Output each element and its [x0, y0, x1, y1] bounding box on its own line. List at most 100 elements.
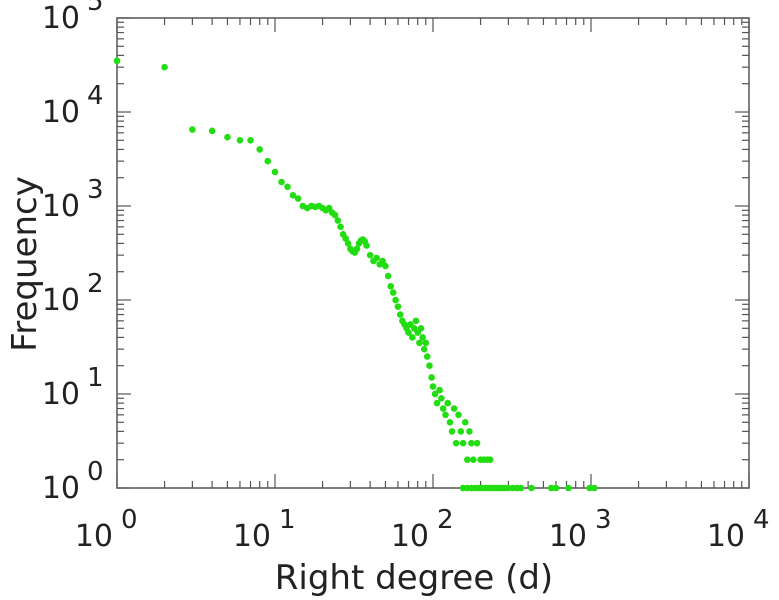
data-point	[459, 439, 467, 447]
data-point	[294, 195, 302, 202]
data-point	[405, 329, 412, 336]
y-tick-label-exponent: 1	[87, 363, 104, 393]
data-point	[224, 133, 231, 141]
y-tick-label-base: 10	[42, 1, 80, 36]
data-point	[586, 484, 593, 492]
data-point	[392, 296, 399, 304]
y-tick-label-exponent: 3	[87, 175, 104, 205]
x-tick-label-exponent: 3	[595, 505, 612, 535]
data-point	[433, 399, 441, 407]
x-tick-label-exponent: 1	[279, 505, 296, 535]
x-tick-label-base: 10	[549, 519, 587, 554]
data-point	[450, 405, 458, 412]
data-point	[284, 183, 291, 191]
data-point	[423, 353, 431, 360]
data-point	[446, 418, 454, 426]
data-point	[247, 136, 254, 144]
data-point	[396, 311, 404, 318]
data-point	[444, 399, 452, 407]
data-point	[428, 374, 435, 381]
data-point	[461, 418, 469, 426]
data-point	[457, 428, 465, 435]
data-point	[189, 126, 196, 133]
data-point	[387, 282, 395, 290]
y-tick-label-exponent: 4	[87, 81, 104, 111]
data-point	[353, 245, 361, 253]
data-point	[409, 334, 416, 341]
data-point	[547, 484, 555, 492]
data-point	[417, 324, 425, 332]
y-axis-label: Frequency	[5, 176, 45, 352]
data-point	[452, 439, 460, 447]
data-point	[416, 339, 423, 347]
y-tick-label-base: 10	[42, 189, 80, 224]
data-point	[439, 405, 447, 412]
x-tick-label-exponent: 4	[753, 505, 770, 535]
y-tick-label-base: 10	[42, 95, 80, 130]
y-tick-label-base: 10	[42, 283, 80, 318]
data-point	[113, 57, 121, 65]
y-tick-label-exponent: 2	[87, 269, 104, 299]
data-point	[412, 317, 420, 325]
data-point	[591, 484, 598, 492]
data-point	[161, 63, 168, 71]
data-point	[382, 262, 389, 270]
data-point	[431, 390, 439, 398]
axis-ticks	[116, 17, 750, 489]
x-tick-label-base: 10	[391, 519, 429, 554]
data-point	[438, 395, 445, 402]
data-point	[256, 146, 263, 153]
data-point	[565, 484, 572, 492]
data-point	[208, 127, 216, 135]
data-point	[464, 456, 471, 464]
data-point	[394, 303, 402, 310]
data-point	[334, 217, 342, 224]
data-point	[473, 439, 481, 447]
data-point	[384, 272, 392, 280]
data-point	[442, 411, 449, 419]
data-point	[344, 240, 352, 247]
data-point	[466, 428, 473, 435]
data-point	[278, 178, 285, 186]
data-point	[448, 428, 456, 435]
data-point	[486, 456, 494, 464]
x-tick-labels: 10 0 10 1 10 2 10 3 10 4	[75, 505, 770, 554]
x-tick-label-base: 10	[75, 519, 113, 554]
data-point	[366, 251, 374, 259]
x-axis-label: Right degree (d)	[275, 558, 553, 598]
y-tick-label-base: 10	[42, 377, 80, 412]
data-point	[552, 484, 560, 492]
data-point	[337, 223, 344, 231]
data-point	[264, 157, 272, 165]
data-point	[422, 339, 430, 347]
data-point	[528, 484, 535, 492]
x-tick-label-base: 10	[233, 519, 271, 554]
data-points	[113, 57, 598, 492]
data-point	[236, 136, 244, 144]
data-point	[436, 386, 443, 394]
data-point	[429, 383, 437, 390]
x-tick-label-exponent: 2	[437, 505, 454, 535]
y-tick-label-base: 10	[42, 471, 80, 506]
plot-frame	[116, 17, 750, 489]
data-point	[420, 345, 428, 353]
x-tick-label-exponent: 0	[121, 505, 138, 535]
data-point	[470, 456, 477, 464]
data-point	[426, 362, 433, 370]
data-point	[468, 439, 475, 447]
data-point	[373, 254, 380, 262]
data-point	[331, 211, 339, 219]
data-point	[419, 334, 426, 341]
y-tick-label-exponent: 0	[87, 457, 104, 487]
data-point	[379, 257, 386, 265]
x-tick-label-base: 10	[707, 519, 745, 554]
data-point	[363, 242, 370, 249]
data-point	[271, 168, 279, 176]
y-tick-label-exponent: 5	[87, 0, 104, 17]
data-point	[289, 191, 297, 199]
data-point	[389, 289, 397, 296]
data-point	[455, 411, 462, 419]
data-point	[517, 484, 525, 492]
